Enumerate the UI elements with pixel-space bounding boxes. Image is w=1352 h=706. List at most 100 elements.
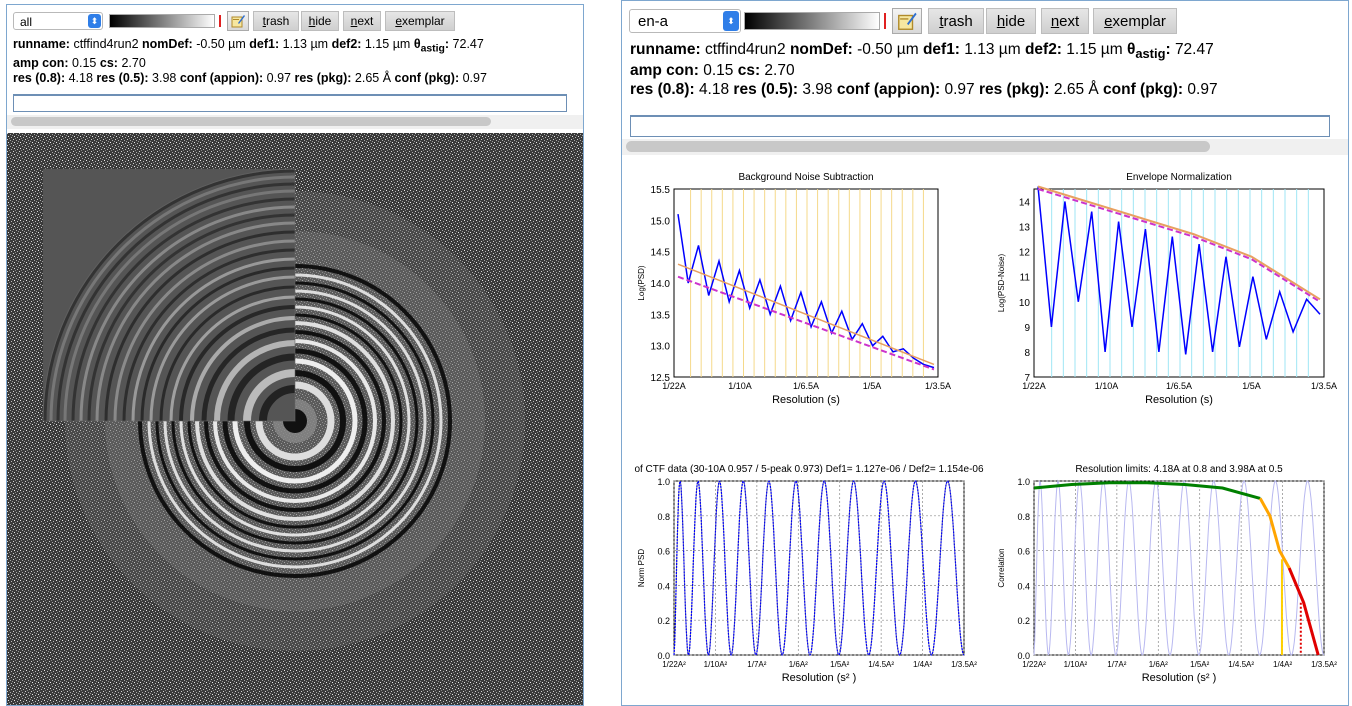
- right-scrollbar[interactable]: [626, 141, 1210, 152]
- def1-label: def1:: [922, 41, 960, 58]
- def2-label: def2:: [331, 37, 362, 51]
- next-accel: n: [1050, 12, 1060, 30]
- y-tick-label: 11: [1020, 273, 1031, 284]
- trash-button[interactable]: t rash: [253, 11, 299, 31]
- x-axis-label: Resolution (s): [772, 394, 840, 406]
- x-tick-label: 1/10A²: [704, 660, 728, 669]
- y-axis-label: Norm PSD: [637, 549, 646, 587]
- right-ctf-info: runname: ctffind4run2 nomDef: -0.50 µm d…: [630, 41, 1218, 100]
- y-tick-label: 0.2: [1017, 616, 1030, 626]
- x-tick-label: 1/5A²: [1190, 660, 1209, 669]
- grayscale-gradient-icon: [109, 14, 215, 28]
- confappion-value: 0.97: [944, 80, 975, 98]
- edit-note-icon[interactable]: [892, 8, 922, 34]
- y-tick-label: 0.8: [657, 512, 670, 522]
- plot-frame: [673, 480, 965, 656]
- res08-label: res (0.8):: [13, 71, 66, 86]
- cs-label: cs:: [99, 56, 118, 71]
- y-tick-label: 0.6: [1017, 547, 1030, 557]
- x-tick-label: 1/4.5A²: [1228, 660, 1254, 669]
- res05-label: res (0.5):: [96, 71, 149, 86]
- right-comment-input[interactable]: [630, 115, 1330, 137]
- x-tick-label: 1/6A²: [1149, 660, 1168, 669]
- red-marker: [219, 15, 221, 27]
- nomdef-value: -0.50 µm: [196, 37, 246, 51]
- exemplar-button[interactable]: e xemplar: [1093, 8, 1177, 34]
- info-line-2: amp con: 0.15 cs: 2.70: [630, 62, 1218, 81]
- x-tick-label: 1/4A²: [1273, 660, 1292, 669]
- confappion-label: conf (appion):: [179, 71, 264, 86]
- def1-value: 1.13 µm: [964, 41, 1021, 58]
- x-tick-label: 1/3.5A²: [1311, 660, 1337, 669]
- plot-title: Envelope Normalization: [1126, 172, 1232, 183]
- left-toolbar: all ⬍ t rash h ide n ext e xemplar: [13, 11, 455, 31]
- y-tick-label: 7: [1024, 373, 1030, 384]
- confappion-value: 0.97: [266, 71, 291, 86]
- plot-frame: [673, 188, 939, 378]
- x-tick-label: 1/3.5A: [925, 381, 951, 391]
- x-tick-label: 1/3.5A: [1311, 381, 1337, 391]
- grayscale-gradient-icon: [744, 12, 880, 30]
- plot-frame: [1033, 188, 1325, 378]
- right-ctf-panel: en-a ⬍ t rash h ide n ext e xemplar runname:…: [621, 0, 1349, 706]
- edit-note-icon[interactable]: [227, 11, 249, 31]
- y-tick-label: 13: [1019, 223, 1031, 234]
- y-tick-label: 1.0: [1017, 477, 1030, 487]
- plot-title: Resolution limits: 4.18A at 0.8 and 3.98…: [1075, 464, 1283, 475]
- exemplar-accel: e: [1104, 12, 1113, 30]
- x-tick-label: 1/3.5A²: [951, 660, 977, 669]
- y-tick-label: 1.0: [657, 477, 670, 487]
- hide-accel: h: [308, 14, 316, 28]
- hide-button[interactable]: h ide: [986, 8, 1036, 34]
- x-tick-label: 1/10A²: [1064, 660, 1088, 669]
- y-tick-label: 14.0: [651, 279, 671, 290]
- envelope-line: [677, 263, 935, 366]
- ctf-analysis-plots: Background Noise Subtraction 12.5 13.0 13.5…: [634, 172, 1337, 684]
- simulated-ctf-quadrant: [43, 169, 295, 421]
- hide-button[interactable]: h ide: [301, 11, 339, 31]
- respkg-label: res (pkg):: [978, 80, 1050, 98]
- x-tick-label: 1/6.5A: [1166, 381, 1192, 391]
- left-scrollbar[interactable]: [11, 117, 491, 126]
- left-comment-input[interactable]: [13, 94, 567, 112]
- runname-label: runname:: [13, 37, 70, 51]
- def2-value: 1.15 µm: [1066, 41, 1123, 58]
- y-tick-label: 0.6: [657, 547, 670, 557]
- res05-label: res (0.5):: [733, 80, 799, 98]
- def1-value: 1.13 µm: [282, 37, 329, 51]
- next-button[interactable]: n ext: [1041, 8, 1089, 34]
- x-tick-label: 1/22A: [1022, 381, 1046, 391]
- x-tick-label: 1/4.5A²: [868, 660, 894, 669]
- exemplar-button[interactable]: e xemplar: [385, 11, 455, 31]
- left-select-value: all: [20, 15, 33, 29]
- resolution-limit-line: [1033, 481, 1261, 500]
- ctf-power-spectrum-image: [7, 133, 583, 705]
- x-tick-label: 1/22A²: [1022, 660, 1046, 669]
- x-axis-label: Resolution (s² ): [782, 672, 857, 684]
- plot-1: Background Noise Subtraction 12.5 13.0 13.5…: [637, 172, 951, 406]
- x-tick-label: 1/5A: [863, 381, 882, 391]
- y-axis-label: Log(PSD): [637, 265, 646, 300]
- runname-label: runname:: [630, 41, 701, 58]
- ampcon-value: 0.15: [72, 56, 97, 71]
- updown-chevron-icon: ⬍: [88, 14, 101, 28]
- respkg-value: 2.65 Å: [1053, 80, 1099, 98]
- info-line-2: amp con: 0.15 cs: 2.70: [13, 56, 487, 71]
- plot-3: of CTF data (30-10A 0.957 / 5-peak 0.973…: [634, 464, 984, 684]
- x-tick-label: 1/5A: [1242, 381, 1261, 391]
- next-button[interactable]: n ext: [343, 11, 381, 31]
- plot-title: of CTF data (30-10A 0.957 / 5-peak 0.973…: [634, 464, 984, 475]
- right-select-value: en-a: [638, 13, 669, 30]
- correlation-background: [1033, 479, 1325, 657]
- y-axis-label: Log(PSD-Noise): [997, 254, 1006, 313]
- y-tick-label: 12: [1019, 248, 1031, 259]
- info-line-3: res (0.8): 4.18 res (0.5): 3.98 conf (ap…: [630, 81, 1218, 100]
- y-axis-label: Correlation: [997, 548, 1006, 587]
- right-toolbar: en-a ⬍ t rash h ide n ext e xemplar: [629, 8, 1177, 34]
- right-select[interactable]: en-a ⬍: [629, 9, 741, 33]
- y-tick-label: 14: [1019, 198, 1031, 209]
- trash-button[interactable]: t rash: [928, 8, 984, 34]
- x-axis-label: Resolution (s): [1145, 394, 1213, 406]
- left-select[interactable]: all ⬍: [13, 12, 103, 30]
- def2-label: def2:: [1024, 41, 1062, 58]
